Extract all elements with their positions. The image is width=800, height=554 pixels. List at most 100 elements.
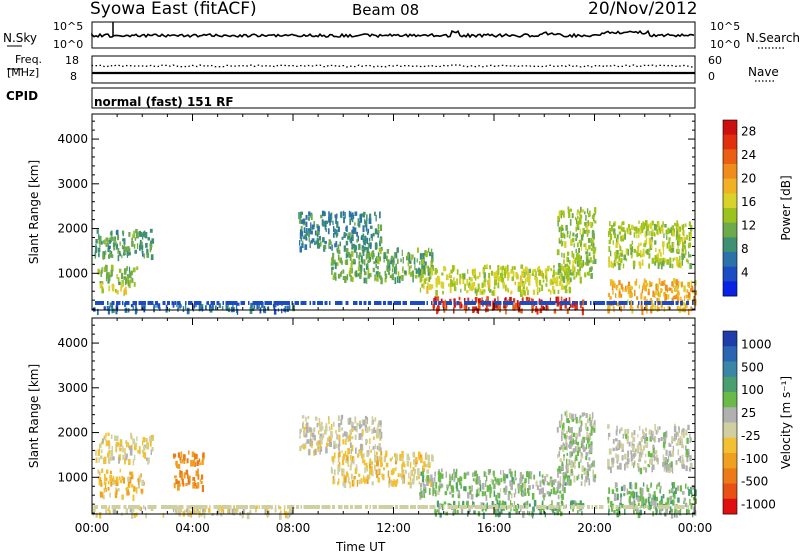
echo-cell bbox=[559, 490, 562, 494]
echo-cell bbox=[563, 433, 566, 439]
echo-cell bbox=[554, 507, 556, 512]
y-axis-title: Slant Range [km] bbox=[27, 364, 41, 468]
echo-cell bbox=[654, 301, 656, 305]
echo-cell bbox=[531, 302, 534, 309]
echo-cell bbox=[391, 275, 394, 279]
echo-cell bbox=[324, 244, 327, 250]
echo-cell bbox=[554, 301, 556, 305]
echo-cell bbox=[521, 301, 523, 305]
echo-cell bbox=[523, 290, 526, 295]
echo-cell bbox=[645, 433, 647, 438]
echo-cell bbox=[309, 439, 312, 446]
echo-cell bbox=[571, 237, 575, 243]
echo-cell bbox=[124, 448, 126, 453]
echo-cell bbox=[565, 442, 568, 447]
echo-cell bbox=[579, 211, 581, 216]
echo-cell bbox=[512, 305, 515, 310]
echo-cell bbox=[652, 444, 655, 451]
echo-cell bbox=[629, 285, 632, 289]
echo-cell bbox=[619, 462, 622, 470]
echo-cell bbox=[515, 509, 518, 514]
echo-cell bbox=[689, 437, 692, 442]
echo-cell bbox=[372, 446, 375, 451]
echo-cell bbox=[641, 491, 644, 499]
echo-cell bbox=[507, 289, 509, 293]
echo-cell bbox=[423, 484, 426, 490]
echo-cell bbox=[359, 301, 361, 305]
echo-cell bbox=[572, 301, 574, 305]
echo-cell bbox=[676, 257, 679, 261]
echo-cell bbox=[401, 450, 404, 458]
echo-cell bbox=[570, 414, 573, 420]
echo-cell bbox=[568, 280, 570, 285]
echo-cell bbox=[584, 272, 587, 278]
echo-cell bbox=[522, 268, 525, 272]
echo-cell bbox=[305, 221, 308, 227]
echo-cell bbox=[559, 482, 562, 486]
echo-cell bbox=[370, 449, 372, 453]
echo-cell bbox=[663, 461, 666, 467]
echo-cell bbox=[188, 301, 190, 305]
echo-cell bbox=[589, 221, 592, 226]
echo-cell bbox=[142, 437, 146, 443]
echo-cell bbox=[354, 211, 358, 216]
echo-cell bbox=[115, 240, 117, 245]
echo-cell bbox=[569, 435, 573, 441]
echo-cell bbox=[682, 460, 685, 465]
echo-cell bbox=[146, 457, 148, 461]
echo-cell bbox=[413, 473, 415, 478]
date-label: 20/Nov/2012 bbox=[588, 0, 698, 19]
echo-cell bbox=[197, 475, 199, 480]
echo-cell bbox=[539, 480, 542, 487]
echo-cell bbox=[580, 304, 582, 309]
echo-cell bbox=[432, 487, 434, 495]
echo-cell bbox=[545, 301, 547, 305]
echo-cell bbox=[510, 471, 513, 478]
echo-cell bbox=[617, 508, 619, 515]
echo-cell bbox=[635, 278, 638, 284]
colorbar-tick-label: 24 bbox=[741, 148, 756, 162]
echo-cell bbox=[330, 218, 333, 223]
echo-cell bbox=[573, 276, 576, 280]
echo-cell bbox=[143, 446, 146, 450]
echo-cell bbox=[280, 510, 282, 515]
echo-cell bbox=[187, 481, 191, 485]
echo-cell bbox=[357, 505, 359, 509]
nsky-series-line bbox=[91, 29, 695, 39]
echo-cell bbox=[147, 505, 149, 509]
echo-cell bbox=[108, 245, 111, 249]
echo-cell bbox=[631, 240, 634, 245]
echo-cell bbox=[351, 250, 354, 257]
echo-cell bbox=[474, 288, 477, 294]
echo-cell bbox=[438, 301, 440, 305]
echo-cell bbox=[236, 308, 238, 314]
echo-cell bbox=[668, 443, 672, 447]
echo-cell bbox=[629, 289, 632, 295]
echo-cell bbox=[497, 502, 500, 509]
echo-cell bbox=[672, 242, 675, 249]
echo-cell bbox=[285, 301, 287, 305]
echo-cell bbox=[588, 434, 590, 438]
echo-cell bbox=[575, 433, 578, 440]
echo-cell bbox=[566, 418, 569, 423]
echo-cell bbox=[218, 303, 221, 308]
echo-cell bbox=[338, 451, 340, 459]
echo-cell bbox=[444, 491, 448, 496]
echo-cell bbox=[140, 473, 142, 478]
echo-cell bbox=[633, 509, 635, 515]
echo-cell bbox=[684, 244, 686, 250]
echo-cell bbox=[650, 433, 654, 440]
echo-cell bbox=[135, 505, 137, 509]
echo-cell bbox=[399, 275, 403, 279]
echo-cell bbox=[131, 505, 133, 509]
echo-cell bbox=[497, 274, 499, 281]
echo-cell bbox=[637, 497, 640, 502]
echo-cell bbox=[441, 282, 445, 289]
echo-cell bbox=[474, 301, 476, 305]
echo-cell bbox=[92, 505, 94, 509]
echo-cell bbox=[583, 467, 586, 471]
echo-cell bbox=[376, 474, 379, 479]
echo-cell bbox=[650, 504, 652, 509]
echo-cell bbox=[205, 305, 207, 310]
echo-cell bbox=[339, 257, 342, 261]
